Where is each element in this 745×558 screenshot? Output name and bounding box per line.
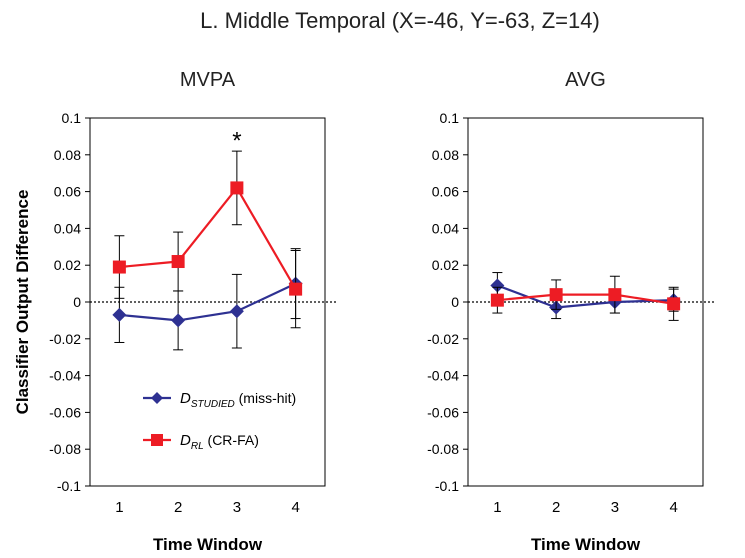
legend-studied-marker — [151, 392, 163, 404]
legend-studied-main: D — [180, 390, 191, 407]
avg-rl-line — [497, 293, 674, 305]
y-axis-title: Classifier Output Difference — [13, 190, 32, 415]
mvpa-xtick-label: 3 — [233, 499, 241, 516]
mvpa-rl-point — [289, 282, 303, 296]
avg-ytick-label: -0.02 — [427, 331, 459, 347]
avg-ytick-label: -0.08 — [427, 441, 459, 457]
avg-rl-point — [490, 293, 504, 307]
mvpa-ytick-label: -0.06 — [49, 404, 81, 420]
avg-ytick-label: 0.1 — [440, 110, 460, 126]
mvpa-rl-point — [230, 181, 244, 195]
avg-studied-point — [490, 278, 505, 293]
avg-ytick-label: 0 — [451, 294, 459, 310]
mvpa-rl-point — [112, 260, 126, 274]
avg-ytick-label: -0.04 — [427, 368, 459, 384]
legend-rl-main: D — [180, 432, 191, 449]
avg-xtick-label: 4 — [669, 499, 677, 516]
mvpa-studied-line — [119, 282, 297, 322]
legend-rl-label: DRL (CR-FA) — [180, 432, 259, 452]
mvpa-ytick-label: -0.04 — [49, 368, 81, 384]
mvpa-xtick-label: 2 — [174, 499, 182, 516]
mvpa-significance-marker: * — [232, 127, 241, 154]
legend-rl-marker — [151, 434, 163, 446]
mvpa-ytick-label: 0.04 — [54, 220, 81, 236]
mvpa-rl-line — [119, 185, 297, 290]
mvpa-xtick-label: 1 — [115, 499, 123, 516]
mvpa-ytick-label: 0.1 — [62, 110, 82, 126]
mvpa-ytick-label: -0.02 — [49, 331, 81, 347]
mvpa-ytick-label: 0.06 — [54, 184, 81, 200]
avg-xtick-label: 2 — [552, 499, 560, 516]
mvpa-xlabel: Time Window — [153, 535, 263, 554]
legend-studied-sub: STUDIED — [191, 399, 235, 410]
mvpa-panel: MVPA 0.1 0.08 0.06 0.04 0.02 0 -0.02 -0.04 -0.06 -… — [49, 69, 337, 554]
mvpa-studied-point — [229, 304, 244, 319]
avg-ytick-label: 0.08 — [432, 147, 459, 163]
legend-studied-label: DSTUDIED (miss-hit) — [180, 390, 296, 410]
mvpa-studied-point — [112, 307, 127, 322]
mvpa-title: MVPA — [180, 69, 236, 91]
mvpa-xtick-label: 4 — [291, 499, 299, 516]
mvpa-ytick-label: 0 — [73, 294, 81, 310]
mvpa-rl-point — [171, 255, 185, 269]
avg-rl-point — [608, 288, 622, 302]
avg-ytick-label: -0.1 — [435, 478, 459, 494]
mvpa-ytick-label: -0.1 — [57, 478, 81, 494]
avg-rl-point — [549, 288, 563, 302]
mvpa-ytick-label: 0.02 — [54, 257, 81, 273]
avg-title: AVG — [565, 69, 606, 91]
mvpa-ytick-label: 0.08 — [54, 147, 81, 163]
avg-xtick-label: 3 — [611, 499, 619, 516]
avg-ytick-label: -0.06 — [427, 404, 459, 420]
avg-xlabel: Time Window — [531, 535, 641, 554]
mvpa-ytick-label: -0.08 — [49, 441, 81, 457]
legend-rl-rest: (CR-FA) — [204, 432, 259, 448]
avg-ytick-label: 0.02 — [432, 257, 459, 273]
avg-panel: AVG 0.1 0.08 0.06 0.04 0.02 0 -0.02 -0.04 -0.06 -0… — [427, 69, 715, 554]
legend: DSTUDIED (miss-hit)DRL (CR-FA) — [143, 390, 296, 452]
avg-rl-point — [667, 297, 681, 311]
legend-rl-sub: RL — [191, 441, 204, 452]
figure-title: L. Middle Temporal (X=-46, Y=-63, Z=14) — [200, 8, 600, 33]
mvpa-studied-point — [171, 313, 186, 328]
avg-xtick-label: 1 — [493, 499, 501, 516]
avg-ytick-label: 0.04 — [432, 220, 459, 236]
panels: MVPA 0.1 0.08 0.06 0.04 0.02 0 -0.02 -0.04 -0.06 -… — [49, 69, 715, 554]
avg-studied-line — [496, 284, 674, 309]
avg-ytick-label: 0.06 — [432, 184, 459, 200]
legend-studied-rest: (miss-hit) — [235, 390, 296, 406]
